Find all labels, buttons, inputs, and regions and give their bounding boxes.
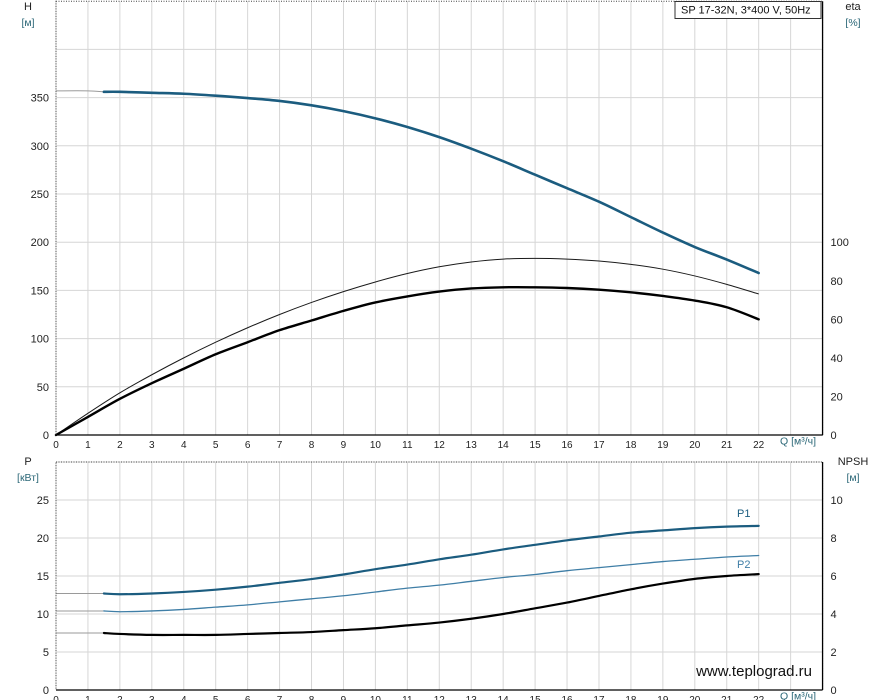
svg-text:10: 10 <box>370 440 382 451</box>
svg-text:[%]: [%] <box>845 17 860 29</box>
svg-text:P: P <box>24 456 31 468</box>
svg-text:0: 0 <box>53 695 59 700</box>
svg-text:Q [м³/ч]: Q [м³/ч] <box>780 691 816 700</box>
svg-text:5: 5 <box>43 647 49 659</box>
svg-text:8: 8 <box>309 440 315 451</box>
svg-text:16: 16 <box>561 440 573 451</box>
svg-text:1: 1 <box>85 440 91 451</box>
svg-text:22: 22 <box>753 695 765 700</box>
svg-text:15: 15 <box>530 695 542 700</box>
svg-text:40: 40 <box>831 353 843 365</box>
svg-text:0: 0 <box>53 440 59 451</box>
svg-text:[м]: [м] <box>846 472 859 484</box>
svg-text:www.teplograd.ru: www.teplograd.ru <box>695 663 812 680</box>
svg-text:0: 0 <box>43 685 49 697</box>
svg-text:P2: P2 <box>737 559 750 571</box>
svg-text:14: 14 <box>498 695 510 700</box>
svg-text:20: 20 <box>689 440 701 451</box>
svg-text:6: 6 <box>245 695 251 700</box>
svg-text:4: 4 <box>181 695 187 700</box>
svg-text:6: 6 <box>245 440 251 451</box>
svg-text:2: 2 <box>117 695 123 700</box>
svg-text:12: 12 <box>434 695 446 700</box>
svg-text:P1: P1 <box>737 508 750 520</box>
svg-text:13: 13 <box>466 695 478 700</box>
svg-text:0: 0 <box>831 685 837 697</box>
svg-text:SP 17-32N, 3*400 V, 50Hz: SP 17-32N, 3*400 V, 50Hz <box>681 5 811 17</box>
svg-text:9: 9 <box>341 695 347 700</box>
svg-text:0: 0 <box>831 430 837 442</box>
svg-text:4: 4 <box>831 609 837 621</box>
svg-text:150: 150 <box>31 285 49 297</box>
svg-text:80: 80 <box>831 276 843 288</box>
svg-text:4: 4 <box>181 440 187 451</box>
svg-text:10: 10 <box>37 609 49 621</box>
svg-text:8: 8 <box>309 695 315 700</box>
svg-text:60: 60 <box>831 314 843 326</box>
svg-text:16: 16 <box>561 695 573 700</box>
svg-text:20: 20 <box>831 391 843 403</box>
svg-text:350: 350 <box>31 93 49 105</box>
svg-text:3: 3 <box>149 440 155 451</box>
svg-text:H: H <box>24 1 32 13</box>
svg-text:10: 10 <box>831 495 843 507</box>
svg-text:NPSH: NPSH <box>838 456 869 468</box>
svg-text:100: 100 <box>831 237 849 249</box>
svg-text:7: 7 <box>277 440 283 451</box>
svg-text:200: 200 <box>31 237 49 249</box>
svg-text:17: 17 <box>593 440 605 451</box>
svg-text:9: 9 <box>341 440 347 451</box>
svg-text:17: 17 <box>593 695 605 700</box>
svg-text:19: 19 <box>657 695 669 700</box>
svg-text:100: 100 <box>31 334 49 346</box>
svg-text:Q [м³/ч]: Q [м³/ч] <box>780 436 816 448</box>
svg-text:6: 6 <box>831 571 837 583</box>
svg-text:22: 22 <box>753 440 765 451</box>
svg-text:7: 7 <box>277 695 283 700</box>
svg-text:20: 20 <box>689 695 701 700</box>
svg-text:21: 21 <box>721 695 733 700</box>
svg-text:21: 21 <box>721 440 733 451</box>
svg-text:5: 5 <box>213 695 219 700</box>
svg-text:15: 15 <box>530 440 542 451</box>
svg-text:1: 1 <box>85 695 91 700</box>
svg-text:18: 18 <box>625 440 637 451</box>
svg-text:2: 2 <box>117 440 123 451</box>
svg-text:14: 14 <box>498 440 510 451</box>
svg-text:20: 20 <box>37 533 49 545</box>
svg-text:3: 3 <box>149 695 155 700</box>
svg-text:8: 8 <box>831 533 837 545</box>
svg-text:0: 0 <box>43 430 49 442</box>
svg-text:2: 2 <box>831 647 837 659</box>
svg-text:300: 300 <box>31 141 49 153</box>
svg-text:18: 18 <box>625 695 637 700</box>
svg-text:[кВт]: [кВт] <box>17 472 39 484</box>
svg-text:250: 250 <box>31 189 49 201</box>
svg-text:[м]: [м] <box>21 17 34 29</box>
svg-text:50: 50 <box>37 382 49 394</box>
svg-text:19: 19 <box>657 440 669 451</box>
svg-text:5: 5 <box>213 440 219 451</box>
svg-text:25: 25 <box>37 495 49 507</box>
svg-text:15: 15 <box>37 571 49 583</box>
svg-text:13: 13 <box>466 440 478 451</box>
svg-text:eta: eta <box>845 1 861 13</box>
svg-text:12: 12 <box>434 440 446 451</box>
svg-text:11: 11 <box>402 440 413 451</box>
svg-text:10: 10 <box>370 695 382 700</box>
svg-text:11: 11 <box>402 695 413 700</box>
